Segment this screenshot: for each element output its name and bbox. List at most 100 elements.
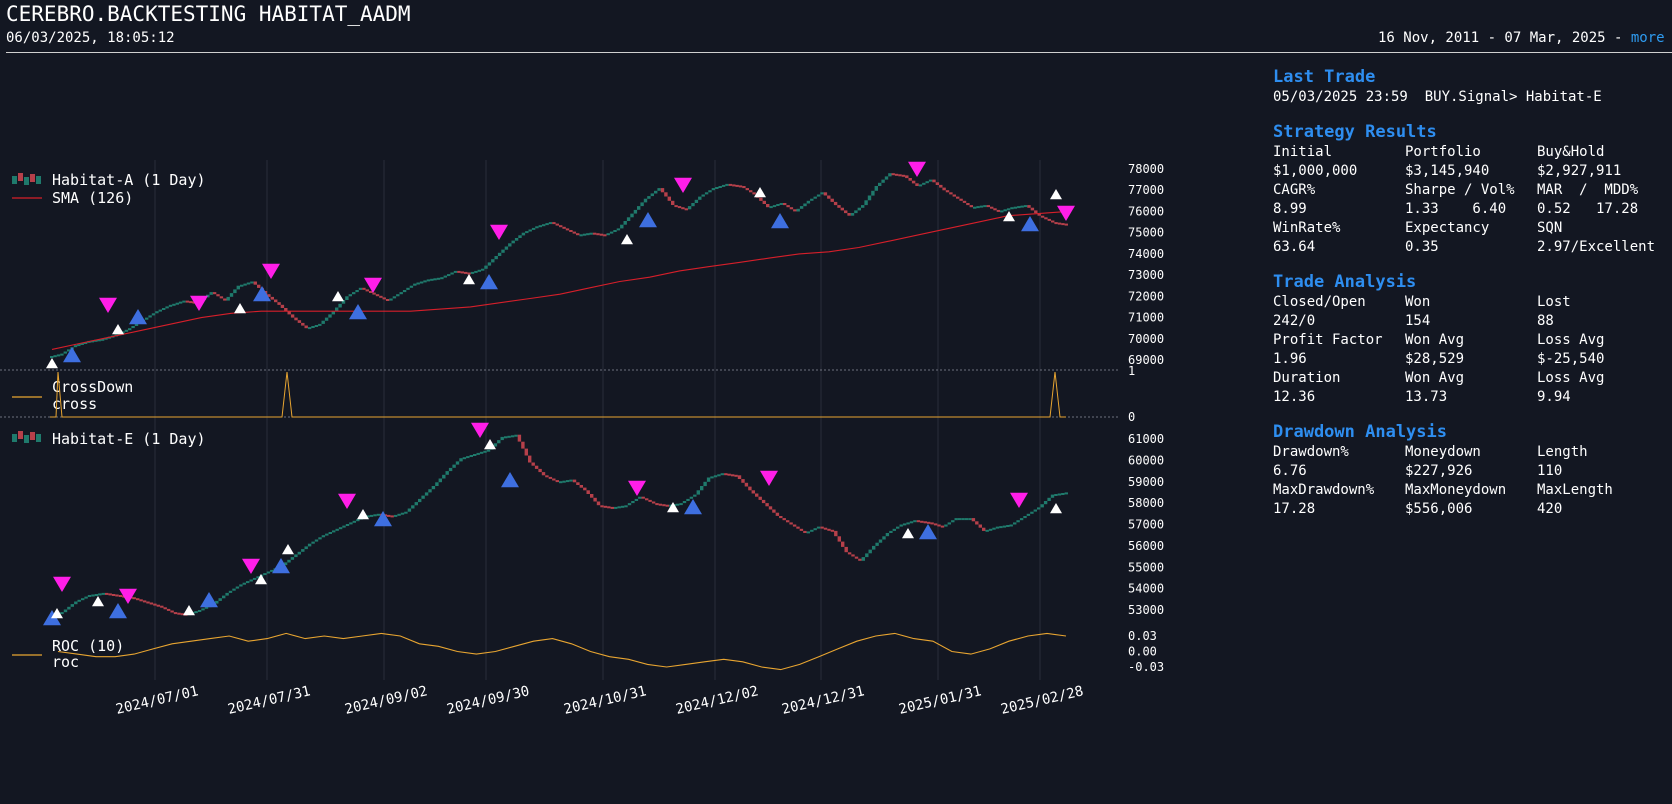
bottom-price-candles	[50, 434, 1068, 617]
top-candle	[216, 294, 220, 297]
bottom-candle	[67, 606, 71, 610]
sell-marker	[1057, 205, 1075, 221]
top-candle	[749, 190, 753, 193]
top-candle	[430, 278, 434, 281]
top-candle	[477, 269, 481, 272]
bottom-candle	[376, 513, 381, 516]
date-range-text: 16 Nov, 2011 - 07 Mar, 2025 -	[1378, 30, 1631, 46]
exit-marker	[621, 234, 633, 245]
top-candle	[783, 203, 787, 206]
top-candle	[1057, 222, 1062, 225]
bottom-candle	[74, 601, 78, 605]
legend-candle	[12, 176, 17, 184]
top-candle	[426, 279, 431, 282]
top-candle	[922, 182, 926, 185]
bottom-candle	[768, 506, 773, 510]
exit-marker	[357, 509, 369, 520]
top-candle	[352, 292, 356, 295]
top-candle	[372, 292, 376, 295]
bottom-candle	[215, 600, 219, 604]
bottom-candle	[414, 502, 418, 506]
top-candle	[1000, 210, 1004, 213]
top-candle	[881, 179, 885, 183]
strategy-cell: $2,927,911	[1537, 163, 1622, 179]
top-candle	[518, 235, 522, 238]
top-candle	[704, 192, 709, 195]
bottom-candle	[827, 528, 831, 531]
bottom-candle	[937, 524, 941, 527]
bottom-candle	[232, 588, 236, 591]
top-candle	[270, 296, 274, 300]
bottom-candle	[531, 462, 535, 466]
bottom-candle	[734, 474, 738, 477]
bottom-candle	[944, 524, 948, 527]
bottom-candle	[524, 448, 528, 456]
top-candle	[508, 243, 512, 247]
bottom-candle	[565, 480, 570, 483]
legend-roc-name: ROC (10)	[52, 637, 124, 655]
top-candle	[820, 192, 824, 195]
bottom-candle	[607, 506, 611, 509]
top-candle	[996, 209, 1001, 212]
bottom-candle	[77, 599, 81, 602]
top-candle	[935, 182, 940, 185]
bottom-candle	[510, 435, 515, 438]
top-candle	[586, 233, 590, 236]
bottom-candle	[314, 539, 319, 542]
top-candle	[582, 233, 587, 236]
top-candle	[358, 287, 363, 290]
trade-cell: $-25,540	[1537, 351, 1605, 367]
top-y-tick: 76000	[1128, 204, 1164, 218]
top-candle	[732, 184, 736, 187]
strategy-cell: CAGR%	[1273, 182, 1316, 198]
top-candle	[1034, 210, 1038, 214]
sell-marker	[262, 263, 280, 279]
bottom-candle	[356, 519, 360, 522]
trade-cell: 88	[1537, 313, 1554, 329]
exit-marker	[112, 324, 124, 335]
top-candle	[1003, 209, 1007, 212]
top-candle	[572, 231, 576, 234]
bottom-candle	[304, 546, 308, 550]
top-y-tick: 69000	[1128, 353, 1164, 367]
sell-marker	[242, 558, 260, 574]
top-candle	[823, 192, 828, 196]
bottom-y-tick: 54000	[1128, 582, 1164, 596]
top-candle	[769, 206, 773, 209]
bottom-candle	[1026, 513, 1031, 516]
exit-marker	[754, 187, 766, 198]
legend-candle	[24, 435, 29, 443]
bottom-candle	[617, 506, 621, 509]
top-candle	[559, 225, 563, 228]
top-candle	[331, 311, 335, 315]
strategy-cell: WinRate%	[1273, 220, 1341, 236]
legend-candle	[18, 431, 23, 439]
bottom-candle	[909, 521, 914, 524]
roc-series	[57, 632, 1067, 671]
bottom-candle	[222, 595, 226, 599]
more-link[interactable]: more	[1630, 30, 1665, 46]
top-candle	[50, 356, 54, 358]
bottom-candle	[287, 559, 291, 563]
drawdown-cell: MaxMoneydown	[1405, 482, 1507, 498]
top-candle	[837, 205, 841, 208]
top-candle	[491, 259, 495, 263]
bottom-candle	[627, 503, 632, 506]
top-candle	[321, 320, 325, 324]
bottom-candle	[307, 543, 312, 547]
bottom-candle	[696, 490, 700, 495]
chart-area[interactable]: Habitat-A (1 Day) SMA (126) CrossDown cr…	[0, 0, 1190, 804]
top-candle	[569, 230, 573, 232]
top-candle	[443, 275, 447, 278]
top-candle	[413, 283, 417, 286]
bottom-candle	[197, 610, 202, 612]
top-candle	[962, 200, 967, 203]
bottom-candle	[614, 506, 618, 509]
top-candle	[409, 285, 414, 288]
sell-marker	[53, 576, 71, 592]
top-candle	[433, 278, 437, 281]
bottom-candle	[933, 523, 938, 526]
bottom-candle	[455, 461, 460, 465]
bottom-candle	[555, 480, 559, 483]
sell-marker	[490, 224, 508, 240]
